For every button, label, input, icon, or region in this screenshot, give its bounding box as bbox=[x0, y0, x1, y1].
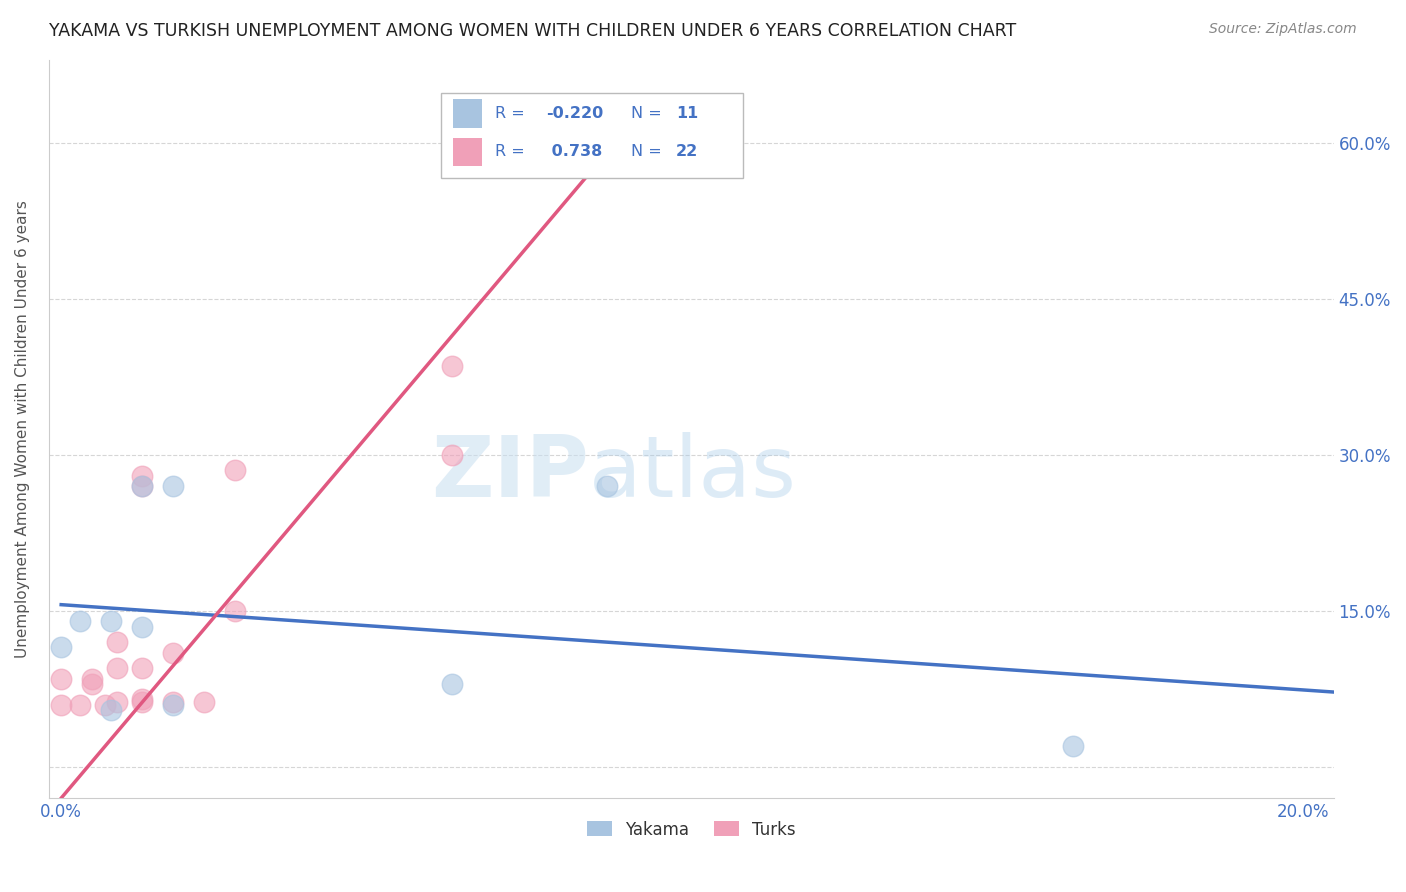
Point bbox=[131, 479, 153, 493]
Point bbox=[51, 640, 73, 655]
Point bbox=[131, 468, 153, 483]
Text: R =: R = bbox=[495, 145, 530, 160]
Point bbox=[441, 448, 464, 462]
Point bbox=[441, 359, 464, 374]
Point bbox=[193, 695, 215, 709]
Text: 22: 22 bbox=[676, 145, 697, 160]
Point bbox=[93, 698, 115, 712]
Text: 0.738: 0.738 bbox=[546, 145, 602, 160]
Point bbox=[224, 463, 246, 477]
Point bbox=[100, 615, 122, 629]
Y-axis label: Unemployment Among Women with Children Under 6 years: Unemployment Among Women with Children U… bbox=[15, 200, 30, 657]
Point bbox=[131, 692, 153, 706]
Point bbox=[131, 619, 153, 633]
Text: R =: R = bbox=[495, 106, 530, 121]
Point bbox=[131, 479, 153, 493]
Text: 11: 11 bbox=[676, 106, 697, 121]
Point bbox=[105, 635, 128, 649]
Point bbox=[162, 695, 184, 709]
Point bbox=[105, 695, 128, 709]
Text: ZIP: ZIP bbox=[430, 432, 588, 515]
FancyBboxPatch shape bbox=[454, 138, 482, 166]
Text: Source: ZipAtlas.com: Source: ZipAtlas.com bbox=[1209, 22, 1357, 37]
FancyBboxPatch shape bbox=[440, 93, 742, 178]
Point bbox=[105, 661, 128, 675]
Legend: Yakama, Turks: Yakama, Turks bbox=[579, 814, 803, 846]
Point bbox=[162, 646, 184, 660]
Text: N =: N = bbox=[631, 145, 666, 160]
FancyBboxPatch shape bbox=[454, 100, 482, 128]
Point bbox=[82, 672, 104, 686]
Text: YAKAMA VS TURKISH UNEMPLOYMENT AMONG WOMEN WITH CHILDREN UNDER 6 YEARS CORRELATI: YAKAMA VS TURKISH UNEMPLOYMENT AMONG WOM… bbox=[49, 22, 1017, 40]
Point bbox=[69, 615, 91, 629]
Text: N =: N = bbox=[631, 106, 666, 121]
Point bbox=[162, 479, 184, 493]
Point bbox=[82, 677, 104, 691]
Text: -0.220: -0.220 bbox=[546, 106, 603, 121]
Point bbox=[689, 110, 711, 124]
Point bbox=[51, 698, 73, 712]
Point bbox=[596, 479, 619, 493]
Point bbox=[100, 703, 122, 717]
Text: atlas: atlas bbox=[588, 432, 796, 515]
Point bbox=[51, 672, 73, 686]
Point bbox=[441, 677, 464, 691]
Point bbox=[224, 604, 246, 618]
Point bbox=[162, 698, 184, 712]
Point bbox=[131, 695, 153, 709]
Point bbox=[131, 661, 153, 675]
Point bbox=[1062, 739, 1084, 753]
Point bbox=[69, 698, 91, 712]
